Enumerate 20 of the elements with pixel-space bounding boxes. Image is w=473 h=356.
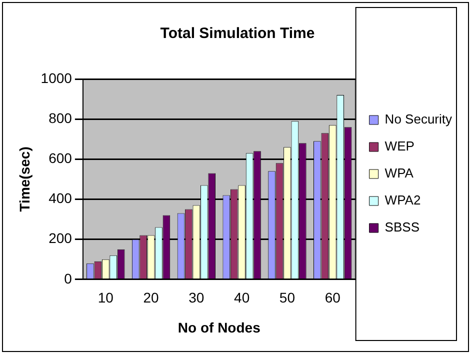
legend-label: WPA2 <box>384 192 421 208</box>
legend-label: WEP <box>384 138 414 154</box>
x-tick-label: 20 <box>143 290 160 306</box>
y-tick-label: 800 <box>48 110 72 126</box>
x-tick-label: 40 <box>234 290 250 306</box>
x-axis-title: No of Nodes <box>178 319 261 336</box>
y-axis-title: Time(sec) <box>16 146 32 212</box>
legend-label: SBSS <box>384 220 420 235</box>
y-tick-label: 0 <box>64 270 72 286</box>
legend-label: WPA <box>384 166 414 181</box>
y-tick-label: 200 <box>48 230 72 246</box>
legend-label: No Security <box>384 112 452 127</box>
y-tick-label: 600 <box>48 150 72 166</box>
x-tick-label: 50 <box>279 290 296 306</box>
y-tick-label: 1000 <box>40 70 72 86</box>
x-tick-label: 30 <box>188 290 204 306</box>
chart-title: Total Simulation Time <box>160 25 315 42</box>
x-tick-label: 10 <box>98 290 114 306</box>
x-tick-label: 60 <box>324 290 341 306</box>
y-tick-label: 400 <box>48 190 72 206</box>
